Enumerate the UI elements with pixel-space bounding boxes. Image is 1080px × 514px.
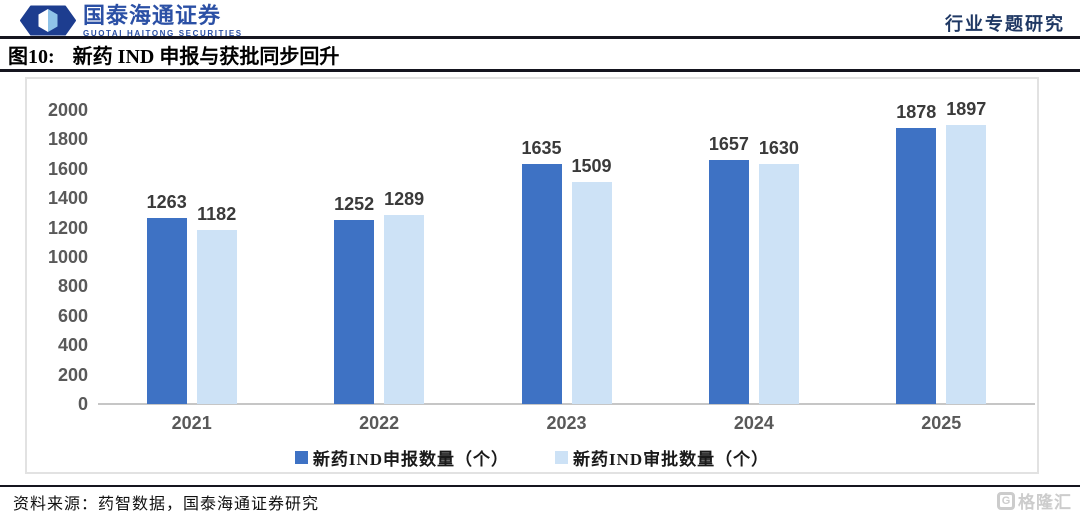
chart-container [25,77,1039,474]
legend-label: 新药IND审批数量（个） [573,449,770,469]
brand-logo: 国泰海通证券 GUOTAI HAITONG SECURITIES [20,4,243,38]
title-divider [0,69,1080,72]
guotai-haitong-logo-icon [20,5,76,36]
chart-legend: 新药IND申报数量（个） 新药IND审批数量（个） [25,445,1039,469]
legend-item: 新药IND申报数量（个） [294,445,509,470]
footer-divider [0,485,1080,487]
figure-title: 新药 IND 申报与获批同步回升 [72,45,340,68]
legend-item: 新药IND审批数量（个） [555,445,769,470]
legend-swatch [294,450,308,464]
legend-label: 新药IND申报数量（个） [312,449,509,469]
legend-swatch [555,450,568,464]
source-note: 资料来源：药智数据，国泰海通证券研究 [13,496,320,513]
watermark-text: 格隆汇 [1018,493,1072,512]
brand-name-cn: 国泰海通证券 [83,3,222,28]
header-divider [0,36,1080,39]
report-type-label: 行业专题研究 [945,14,1065,34]
figure-title-row: 图10: 新药 IND 申报与获批同步回升 [8,41,340,68]
watermark: G 格隆汇 [997,488,1072,513]
figure-number: 图10: [8,45,55,68]
gelonghui-icon: G [997,491,1015,510]
brand-name-en: GUOTAI HAITONG SECURITIES [83,29,243,38]
